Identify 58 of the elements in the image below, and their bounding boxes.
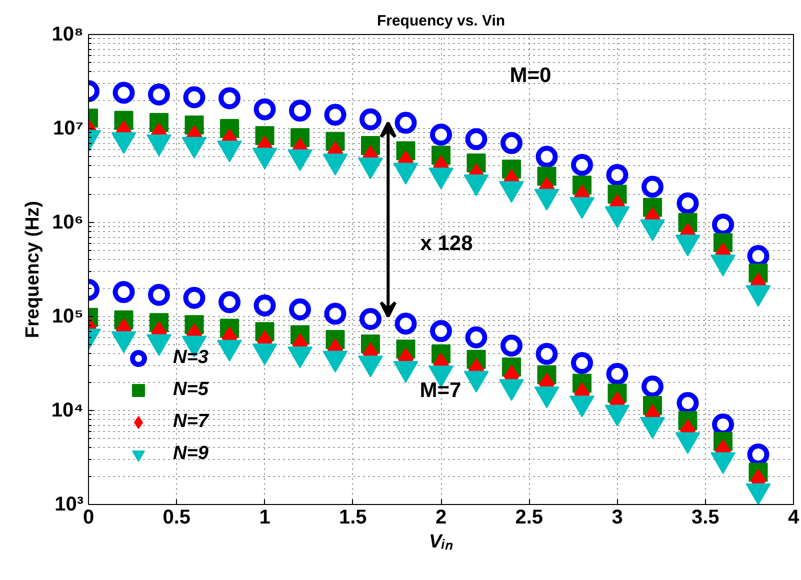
point	[642, 376, 664, 398]
x-tick-label: 1	[259, 506, 270, 528]
x-tick-label: 0	[82, 506, 94, 528]
y-tick-label: 10³	[54, 494, 84, 516]
legend-label: N=3	[173, 347, 208, 369]
point	[254, 98, 276, 120]
point	[500, 132, 522, 154]
x-axis-title: Vᵢₙ	[429, 532, 453, 552]
x-tick-label: 2	[435, 506, 447, 528]
y-tick-label: 10⁶	[52, 212, 84, 234]
x-tick-label: 0.5	[162, 506, 191, 528]
point	[394, 312, 417, 335]
point	[112, 82, 135, 104]
legend-label: N=7	[173, 411, 208, 433]
point	[324, 104, 346, 126]
point	[606, 362, 628, 385]
y-axis-title: Frequency (Hz)	[22, 200, 44, 338]
point	[289, 298, 311, 320]
x-tick-label: 3.5	[691, 506, 720, 528]
point	[465, 128, 488, 150]
x-tick-label: 2.5	[515, 506, 544, 528]
annotation: M=7	[420, 379, 462, 402]
point	[112, 281, 135, 304]
point	[676, 192, 699, 214]
x-tick-label: 3	[612, 506, 623, 528]
point	[465, 326, 488, 348]
point	[536, 342, 558, 365]
point	[183, 286, 206, 309]
point	[324, 302, 346, 325]
x-tick-label: 1.5	[338, 506, 367, 528]
point	[430, 124, 452, 146]
point	[571, 352, 593, 374]
y-tick-label: 10⁸	[52, 24, 84, 46]
point	[148, 84, 170, 106]
y-tick-label: 10⁴	[51, 400, 84, 422]
point	[254, 294, 276, 316]
point	[642, 176, 664, 198]
point	[148, 284, 170, 306]
annotation: x 128	[420, 232, 474, 255]
chart-title: Frequency vs. Vin	[376, 12, 506, 30]
point	[360, 308, 382, 330]
point	[536, 146, 558, 168]
point	[218, 87, 240, 110]
y-tick-label: 10⁵	[52, 306, 84, 328]
x-tick-label: 4	[788, 506, 800, 528]
point	[500, 334, 522, 357]
point	[183, 86, 206, 108]
point	[430, 320, 452, 342]
point	[394, 112, 417, 134]
annotation: M=0	[510, 64, 552, 87]
point	[289, 100, 311, 122]
legend-label: N=9	[173, 443, 208, 465]
y-tick-label: 10⁷	[53, 118, 84, 140]
point	[606, 164, 628, 186]
point	[571, 154, 593, 176]
legend-label: N=5	[173, 379, 208, 401]
point	[360, 108, 382, 130]
point	[218, 291, 240, 314]
